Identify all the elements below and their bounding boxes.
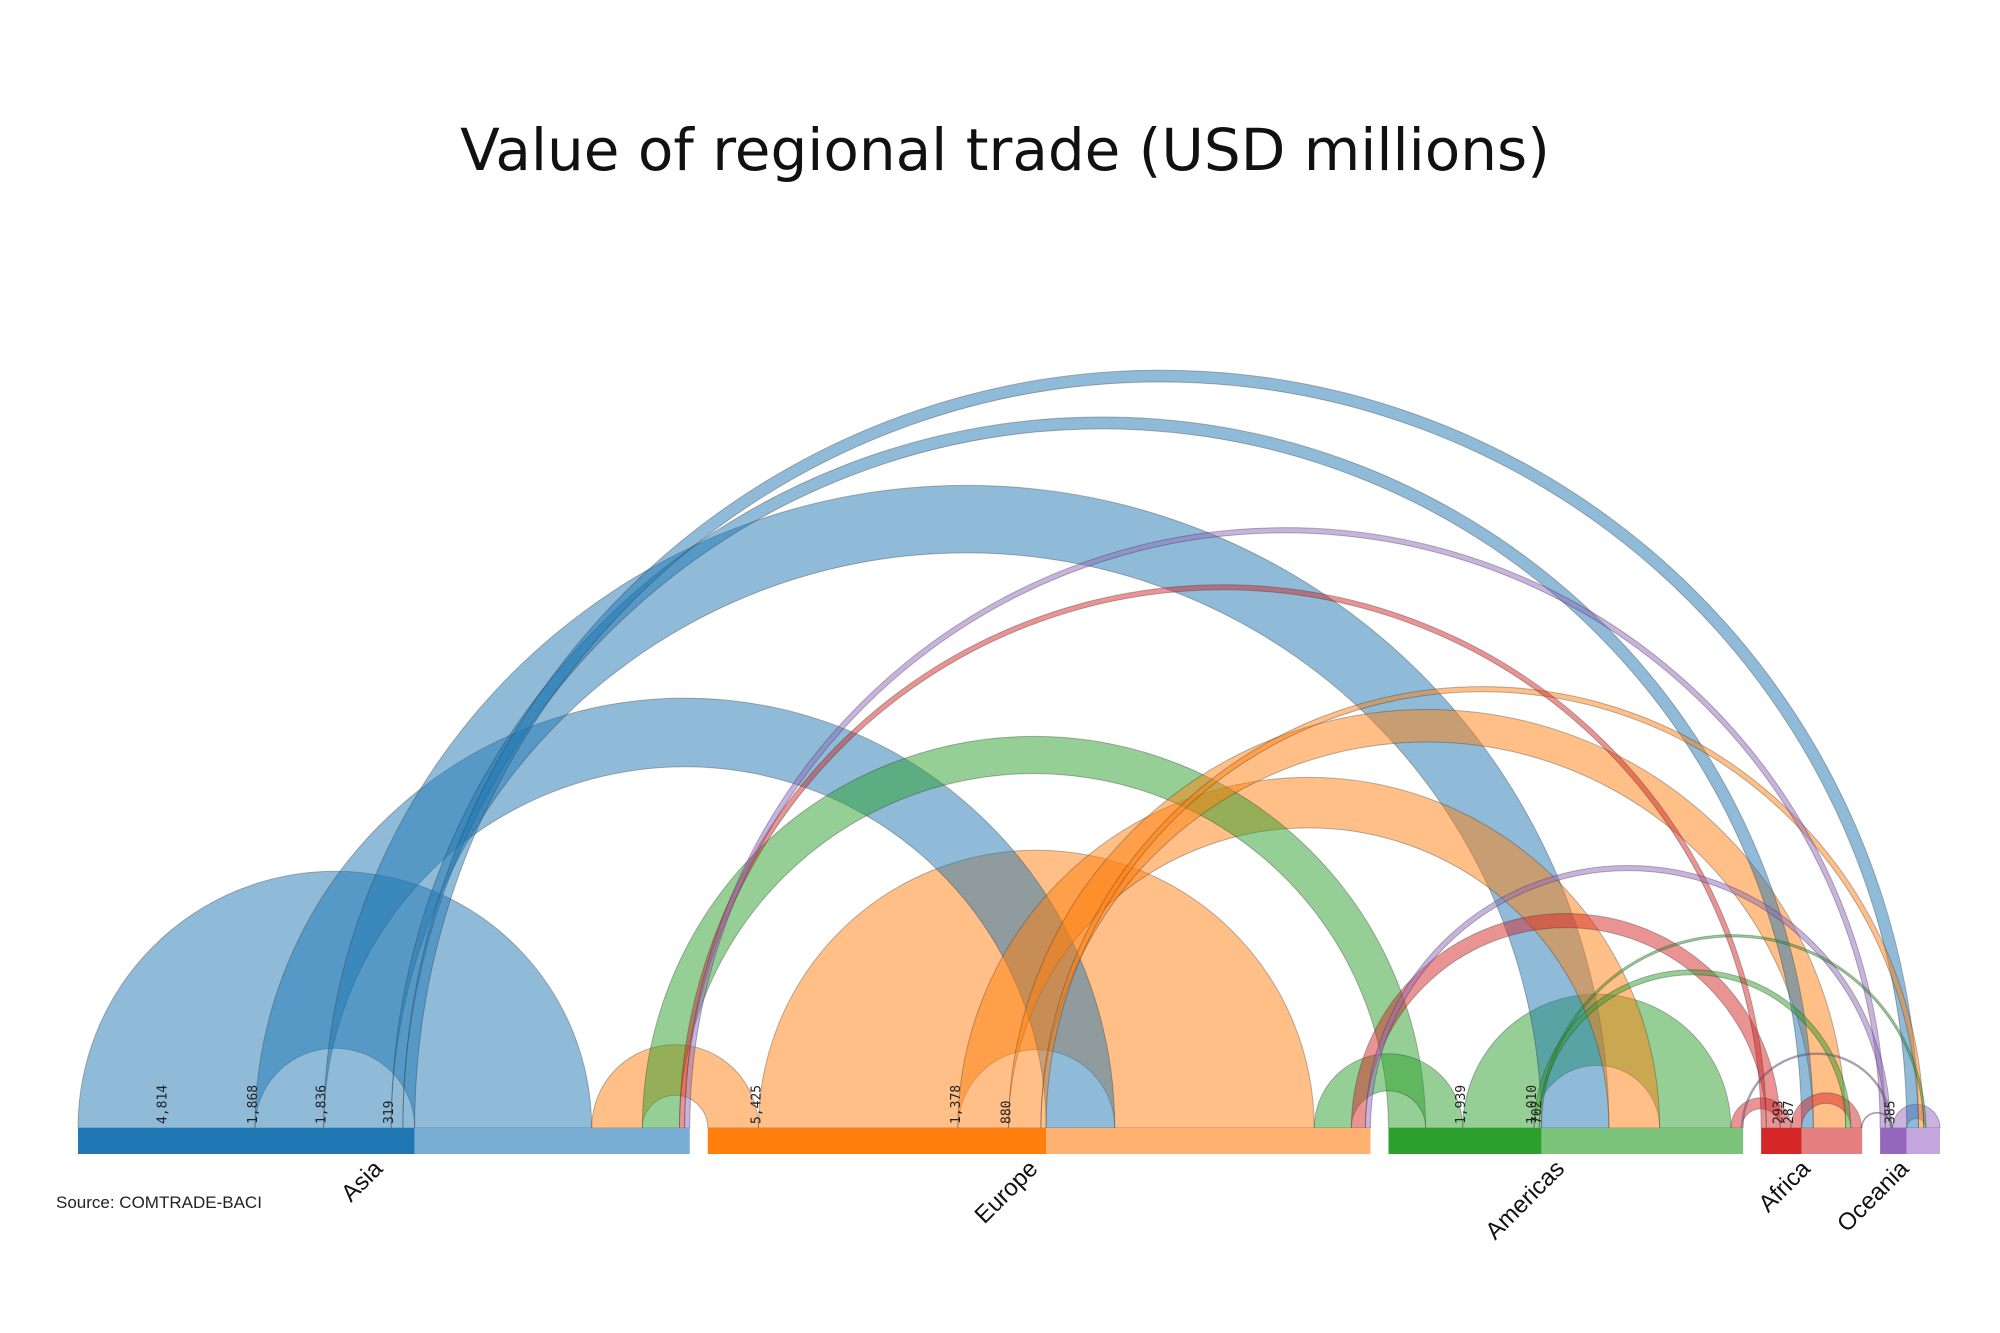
region-bar-in-asia: [414, 1128, 690, 1154]
arc-layer: [77, 369, 1941, 1128]
value-label: 1,939: [1454, 1085, 1469, 1124]
region-labels: Asia Europe Americas Africa Oceania: [336, 1155, 1915, 1245]
source-note: Source: COMTRADE-BACI: [56, 1193, 262, 1212]
region-bar-out-asia: [78, 1128, 415, 1154]
region-bar-in-europe: [1046, 1128, 1371, 1154]
region-bars: [78, 1128, 1940, 1154]
region-label-asia: Asia: [336, 1155, 389, 1208]
value-label: 702: [1530, 1101, 1545, 1124]
region-bar-out-americas: [1388, 1128, 1542, 1154]
value-label: 319: [382, 1101, 397, 1124]
value-label: 287: [1782, 1101, 1797, 1124]
value-label: 880: [1000, 1101, 1015, 1124]
region-bar-in-oceania: [1906, 1128, 1940, 1154]
region-label-africa: Africa: [1753, 1155, 1816, 1218]
value-label: 385: [1884, 1101, 1899, 1124]
region-bar-out-europe: [707, 1128, 1047, 1154]
chart-title: Value of regional trade (USD millions): [460, 116, 1550, 184]
value-label: 4,814: [156, 1085, 171, 1124]
region-label-americas: Americas: [1480, 1155, 1570, 1245]
value-label: 1,836: [315, 1085, 330, 1124]
value-label: 1,378: [949, 1085, 964, 1124]
region-bar-out-oceania: [1880, 1128, 1907, 1154]
value-label: 5,425: [749, 1085, 764, 1124]
value-labels: 4,814 1,868 1,836 319 5,425 1,378 880 1,939 1,01…: [156, 1085, 1899, 1124]
region-label-europe: Europe: [970, 1155, 1044, 1229]
region-label-oceania: Oceania: [1832, 1155, 1915, 1238]
region-bar-in-africa: [1801, 1128, 1863, 1154]
value-label: 293: [1771, 1101, 1786, 1124]
region-bar-out-africa: [1761, 1128, 1802, 1154]
value-label: 1,010: [1525, 1085, 1540, 1124]
region-bar-in-americas: [1541, 1128, 1744, 1154]
value-label: 1,868: [246, 1085, 261, 1124]
